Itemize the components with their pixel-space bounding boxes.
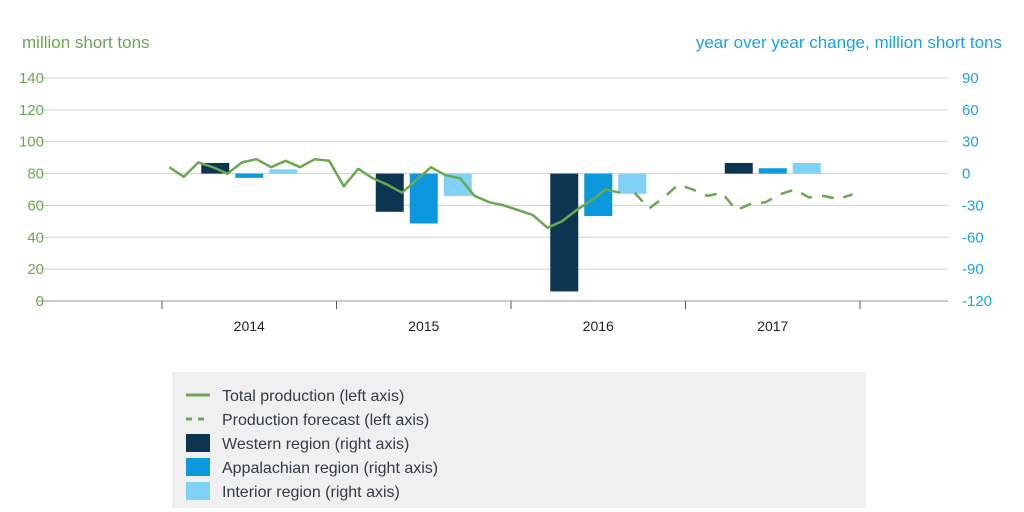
x-tick-label: 2016 <box>583 318 614 334</box>
right-tick-label: -60 <box>962 229 984 246</box>
bar-appalachian <box>758 168 787 174</box>
right-tick-label: 30 <box>962 134 979 151</box>
left-tick-label: 0 <box>36 293 44 310</box>
legend-symbol-square <box>186 482 210 500</box>
left-tick-label: 60 <box>27 197 44 214</box>
left-axis-title: million short tons <box>22 33 150 52</box>
legend-label: Production forecast (left axis) <box>222 412 429 429</box>
bar-western <box>724 162 753 174</box>
x-tick-label: 2017 <box>757 318 788 334</box>
x-axis: 2014 2015 2016 2017 <box>161 301 861 334</box>
right-tick-label: 90 <box>962 70 979 87</box>
x-tick-label: 2014 <box>234 318 265 334</box>
left-axis-ticks: 0 20 40 60 80 100 120 140 <box>19 70 44 310</box>
legend-label: Western region (right axis) <box>222 436 409 453</box>
left-tick-label: 20 <box>27 261 44 278</box>
legend-label: Total production (left axis) <box>222 388 404 405</box>
bar-interior <box>443 173 472 196</box>
bar-appalachian <box>235 173 264 178</box>
bar-western <box>550 173 579 292</box>
bar-western <box>375 173 404 212</box>
x-tick-label: 2015 <box>408 318 439 334</box>
bar-interior <box>618 173 647 194</box>
right-tick-label: -30 <box>962 197 984 214</box>
legend: Total production (left axis) Production f… <box>172 372 866 508</box>
production-forecast-line <box>633 183 854 212</box>
right-tick-label: -120 <box>962 293 992 310</box>
right-axis-ticks: 90 60 30 0 -30 -60 -90 -120 <box>962 70 992 310</box>
legend-symbol-square <box>186 434 210 452</box>
gridlines <box>38 77 948 302</box>
line-series <box>168 157 854 229</box>
bar-series <box>201 162 821 292</box>
right-axis-title: year over year change, million short ton… <box>696 33 1002 52</box>
legend-label: Appalachian region (right axis) <box>222 460 438 477</box>
left-tick-label: 100 <box>19 134 44 151</box>
bar-interior <box>269 169 298 174</box>
left-tick-label: 40 <box>27 229 44 246</box>
left-tick-label: 80 <box>27 166 44 183</box>
legend-background <box>172 372 866 508</box>
legend-symbol-square <box>186 458 210 476</box>
legend-label: Interior region (right axis) <box>222 484 400 501</box>
right-tick-label: -90 <box>962 261 984 278</box>
left-tick-label: 120 <box>19 102 44 119</box>
right-tick-label: 0 <box>962 166 970 183</box>
right-tick-label: 60 <box>962 102 979 119</box>
bar-interior <box>792 162 821 174</box>
left-tick-label: 140 <box>19 70 44 87</box>
total-production-line <box>168 157 621 229</box>
